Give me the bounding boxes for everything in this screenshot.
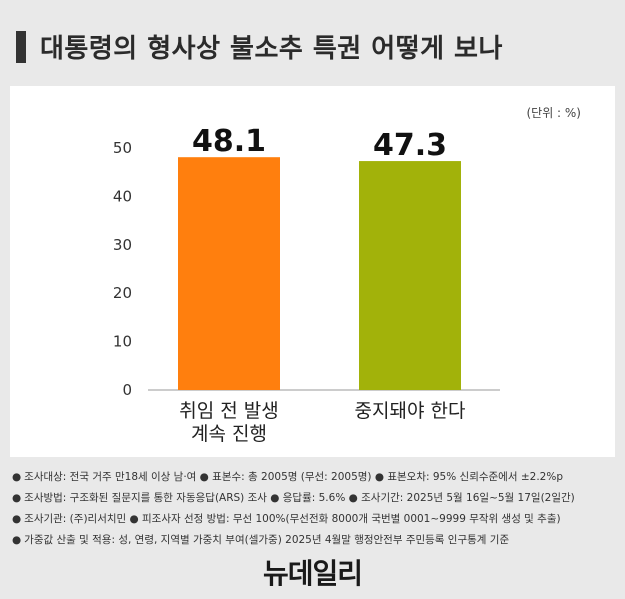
survey-notes: ● 조사대상: 전국 거주 만18세 이상 남·여 ● 표본수: 총 2005명 …	[12, 467, 575, 551]
y-tick-label: 0	[122, 381, 132, 399]
brand-logo: 뉴데일리	[262, 557, 363, 590]
bar-1	[178, 157, 280, 390]
note-text-2: 조사방법: 구조화된 질문지를 통한 자동응답(ARS) 조사 ● 응답률: 5…	[24, 492, 575, 504]
note-text-3: 조사기관: (주)리서치민 ● 피조사자 선정 방법: 무선 100%(무선전화…	[24, 513, 561, 525]
unit-label: (단위 : %)	[526, 106, 581, 120]
bar-2	[359, 161, 461, 390]
y-tick-label: 30	[113, 236, 132, 254]
note-text-4: 가중값 산출 및 적용: 성, 연령, 지역별 가중치 부여(셀가중) 2025…	[24, 534, 510, 546]
note-line-1: ● 조사대상: 전국 거주 만18세 이상 남·여 ● 표본수: 총 2005명 …	[12, 471, 563, 483]
chart-title: 대통령의 형사상 불소추 특권 어떻게 보나	[40, 34, 503, 64]
note-line-3: ● 조사기관: (주)리서치민 ● 피조사자 선정 방법: 무선 100%(무선전…	[12, 513, 561, 525]
note-line-4: ● 가중값 산출 및 적용: 성, 연령, 지역별 가중치 부여(셀가중) 202…	[12, 534, 510, 546]
note-text-1: 조사대상: 전국 거주 만18세 이상 남·여 ● 표본수: 총 2005명 (…	[24, 471, 563, 483]
x-tick-label: 취임 전 발생	[179, 400, 278, 422]
title-accent-bar	[16, 31, 26, 63]
y-tick-label: 10	[113, 333, 132, 351]
chart-panel	[10, 86, 615, 457]
note-line-2: ● 조사방법: 구조화된 질문지를 통한 자동응답(ARS) 조사 ● 응답률: …	[12, 492, 575, 504]
x-tick-label: 계속 진행	[191, 423, 267, 445]
y-tick-label: 50	[113, 139, 132, 157]
y-tick-label: 40	[113, 187, 132, 205]
data-label: 47.3	[373, 128, 447, 163]
y-tick-label: 20	[113, 284, 132, 302]
x-tick-label: 중지돼야 한다	[355, 400, 466, 422]
data-label: 48.1	[192, 124, 266, 159]
